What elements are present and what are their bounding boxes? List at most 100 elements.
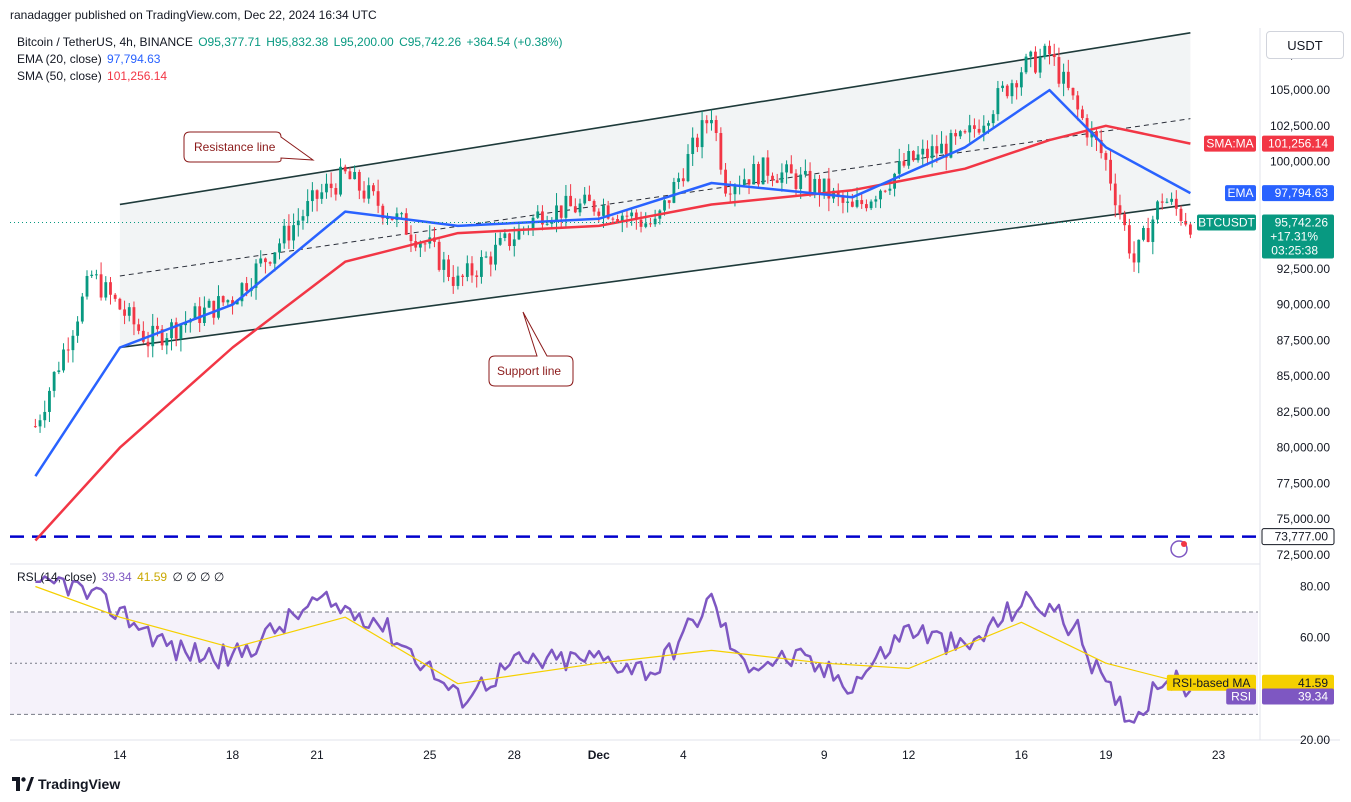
candle-body [611,218,615,220]
rsi-ma-legend-value: 41.59 [137,570,168,584]
last-price-tag-extra-1: 03:25:38 [1271,243,1318,257]
sma-50-line[interactable] [34,124,1191,542]
level-price-tag-bg [1261,528,1335,546]
candle-body [757,163,760,185]
price-tick-11: 75,000.00 [1277,512,1331,526]
candle-body [879,190,882,200]
sma-price-tag[interactable]: SMA:MA 101,256.14 [1204,135,1334,152]
candle-body [869,201,873,209]
tradingview-logo-text: TradingView [38,776,121,792]
sma-legend-label: SMA (50, close) [17,69,102,83]
price-axis[interactable]: 107,500.00105,000.00102,500.00100,000.00… [1166,47,1335,747]
candle-body [282,225,286,244]
candle-body [883,190,887,192]
ema-legend-label: EMA (20, close) [17,52,102,66]
candle-body [165,338,169,346]
candle-body [987,123,990,126]
publish-info: ranadagger published on TradingView.com,… [10,8,377,22]
candle-body [1071,87,1075,96]
candle-body [1165,201,1169,203]
candle-body [109,282,112,295]
last-price-tag-label: BTCUSDT [1198,215,1255,229]
rsi-line[interactable] [35,575,1192,724]
candle-body [254,263,258,288]
price-tick-3: 100,000.00 [1270,155,1330,169]
last-price-tag[interactable]: BTCUSDT 95,742.26+17.31%03:25:38 [1197,214,1334,259]
time-tick-3: 25 [423,748,437,762]
level-price-tag[interactable]: 73,777.00 [1261,528,1335,546]
rsi-legend[interactable]: RSI (14, close) 39.34 41.59 ∅ ∅ ∅ ∅ [17,570,226,584]
candle-body [1174,198,1178,209]
candle-body [235,301,239,305]
candle-body [48,390,51,412]
candle-body [752,163,756,185]
candle-body [958,131,962,137]
candle-body [700,120,704,148]
candle-body [141,330,145,342]
tradingview-logo[interactable]: TradingView [12,776,120,792]
ema-legend[interactable]: EMA (20, close) 97,794.63 [17,52,162,66]
candle-body [1160,201,1164,203]
symbol-legend[interactable]: Bitcoin / TetherUS, 4h, BINANCE O95,377.… [17,35,565,49]
candle-body [940,143,943,154]
candle-body [85,275,89,297]
rsi-legend-extra: ∅ ∅ ∅ ∅ [172,570,225,584]
candle-body [104,282,108,298]
candle-body [395,213,399,220]
candle-body [484,256,488,258]
ema-legend-value: 97,794.63 [107,52,161,66]
candle-body [43,411,47,421]
candle-body [860,200,864,205]
candle-body [761,157,765,185]
channel-fill [119,32,1191,348]
candle-body [667,200,671,203]
candle-body [1029,51,1033,57]
candle-body [301,216,305,221]
candle-body [1104,153,1108,160]
resistance-line[interactable] [119,32,1191,206]
candle-body [367,185,371,199]
alert-clock-icon[interactable] [1170,540,1188,558]
candle-body [583,194,587,204]
candle-body [818,178,821,195]
ohlc-high: H95,832.38 [266,35,329,49]
ohlc-open: O95,377.71 [198,35,261,49]
candle-body [264,258,267,263]
candle-body [799,174,803,189]
candle-body [470,263,474,276]
candle-body [66,349,70,351]
ema-20-line[interactable] [34,88,1191,477]
rsi-ma-line[interactable] [35,585,1191,686]
candle-body [334,188,338,195]
rsi-ma-price-tag-label-bg [1166,674,1256,691]
rsi-tick-2: 20.00 [1300,733,1330,747]
candle-body [1127,225,1131,254]
sma-price-tag-value: 101,256.14 [1268,137,1328,151]
candle-body [653,218,657,225]
sma-legend[interactable]: SMA (50, close) 101,256.14 [17,69,169,83]
ema-price-tag[interactable]: EMA 97,794.63 [1225,185,1334,202]
rsi-ma-price-tag[interactable]: RSI-based MA 41.59 [1166,674,1334,691]
rsi-price-tag[interactable]: RSI 39.34 [1226,688,1334,705]
level-price-tag-value: 73,777.00 [1275,530,1329,544]
rsi-ma-price-tag-value-bg [1262,674,1334,691]
candle-body [1001,85,1004,89]
candle-body [132,307,136,325]
candle-body [949,133,953,158]
candle-body [90,274,94,276]
candle-body [1010,83,1014,97]
time-axis[interactable]: 14 18 21 25 28 Dec 4 9 12 16 19 23 [113,748,1225,762]
ema-price-tag-value: 97,794.63 [1275,186,1329,200]
support-line[interactable] [119,203,1191,349]
candle-body [357,171,361,191]
candle-body [400,213,403,215]
candle-body [606,205,610,219]
candle-body [226,300,230,303]
rsi-price-tag-value-bg [1262,688,1334,705]
candle-body [306,201,310,217]
candle-body [1142,228,1145,240]
candle-body [827,178,831,199]
candle-body [968,125,972,133]
currency-button[interactable]: USDT [1266,31,1344,59]
